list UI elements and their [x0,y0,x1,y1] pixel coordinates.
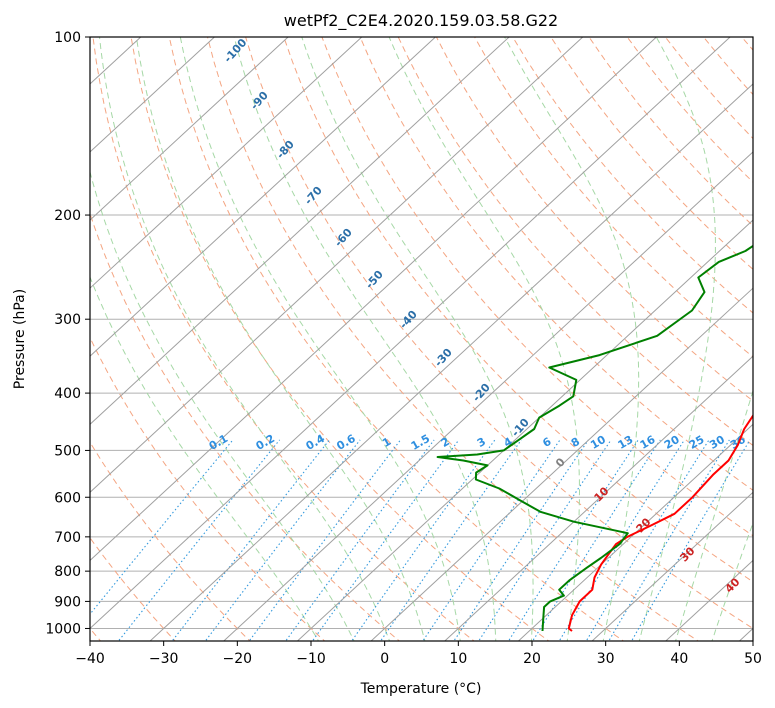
isotherm [591,491,753,641]
dry-adiabat [321,37,753,537]
dry-adiabat [90,441,251,641]
x-tick-label: −20 [223,651,253,667]
y-tick-label: 300 [54,312,81,328]
y-tick-label: 100 [54,30,81,46]
x-tick-label: 0 [380,651,389,667]
y-tick-label: 500 [54,443,81,459]
plot-frame [89,36,754,642]
isotherm [90,37,216,153]
moist-adiabat [388,37,580,641]
isotherm [90,37,363,289]
y-tick-label: 400 [54,386,81,402]
dry-adiabat [90,212,401,641]
dry-adiabat [283,37,753,583]
isotherm [90,37,658,562]
isotherm [90,37,731,630]
dewpoint-profile-line [436,244,753,632]
mixing-ratio-line [311,439,460,641]
moist-adiabat [233,37,497,641]
sounding-profiles [436,244,753,632]
mixing-ratio-line [532,439,661,641]
x-tick-label: 50 [744,651,762,667]
y-axis: 100 200 300 400 500 600 700 800 900 1000 [45,30,90,637]
isotherm [90,37,437,357]
moist-adiabat [90,275,320,641]
mixing-ratio-line [204,439,361,641]
mixing-ratio-line [351,439,496,641]
x-axis: −40 −30 −20 −10 0 10 20 30 40 50 [75,641,762,667]
dry-adiabat [168,37,625,641]
moist-adiabat [711,521,753,641]
isotherm [90,37,584,494]
moist-adiabat [98,37,391,641]
temperature-profile-line [567,413,753,632]
x-tick-label: 10 [449,651,467,667]
mixing-ratio-line [422,439,561,641]
mixing-ratio-line [630,439,751,641]
dry-adiabat [359,37,753,491]
pressure-gridlines [90,37,753,629]
isotherm [444,355,753,641]
chart-title: wetPf2_C2E4.2020.159.03.58.G22 [284,11,558,31]
isotherm [149,83,753,641]
mixing-ratio-line [608,439,730,641]
isotherm [90,37,289,221]
y-tick-label: 1000 [45,621,81,637]
isotherm [223,151,753,641]
isotherm [370,287,753,641]
x-axis-title: Temperature (°C) [360,681,482,697]
isotherms [90,37,753,641]
moist-adiabat [504,37,640,641]
moist-adiabat [179,37,461,641]
dry-adiabat [92,37,475,641]
mixing-ratio-line [507,439,639,641]
isotherm [296,219,753,641]
mixing-ratio-line [117,439,281,641]
dry-adiabat [245,37,753,630]
y-tick-label: 200 [54,208,81,224]
x-tick-label: −40 [75,651,105,667]
y-tick-label: 700 [54,530,81,546]
mixing-ratio-line [558,439,685,641]
mixing-ratio-line [478,439,612,641]
y-tick-label: 900 [54,594,81,610]
isotherm [517,423,753,641]
dry-adiabat [90,336,326,641]
mixing-ratio-line [585,439,710,641]
x-tick-label: 20 [523,651,541,667]
x-tick-label: −30 [149,651,179,667]
x-tick-label: −10 [296,651,326,667]
moist-adiabat [90,170,355,641]
x-tick-label: 30 [597,651,615,667]
x-tick-label: 40 [670,651,688,667]
y-tick-label: 600 [54,490,81,506]
y-tick-label: 800 [54,564,81,580]
moist-adiabat [675,389,753,641]
y-axis-title: Pressure (hPa) [12,289,28,389]
isotherm [90,37,510,425]
